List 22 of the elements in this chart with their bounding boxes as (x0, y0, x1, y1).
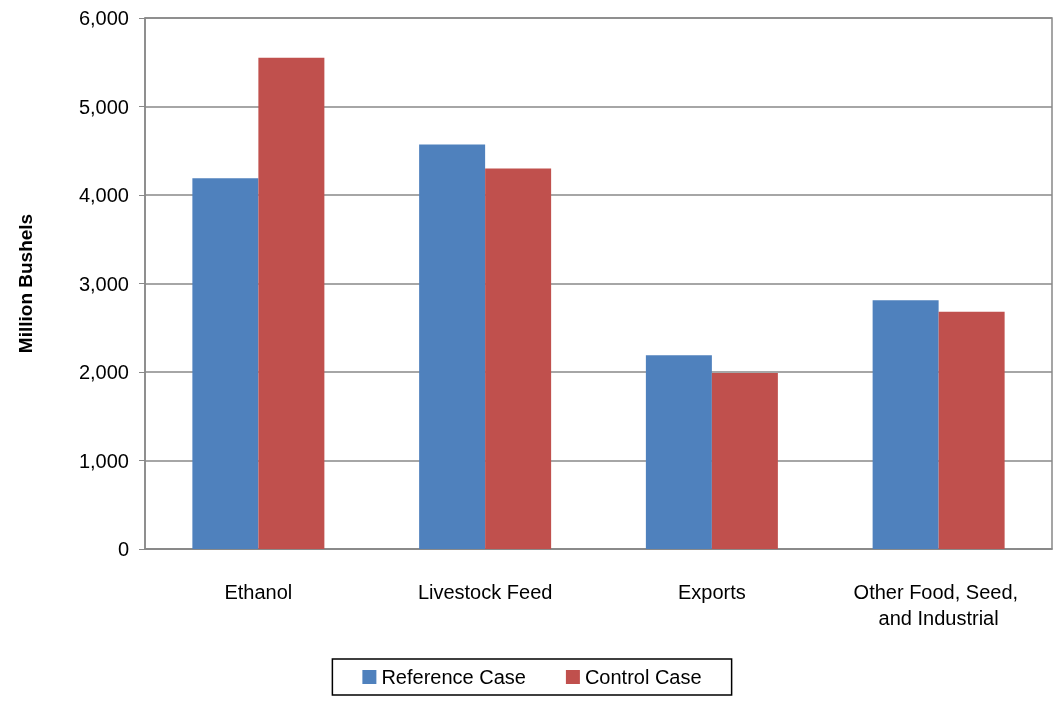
x-tick-label: Livestock Feed (417, 581, 553, 603)
x-tick-label: Other Food, Seed, and Industrial (853, 581, 1024, 629)
y-tick-label: 5,000 (78, 95, 129, 118)
y-tick-label: 4,000 (78, 184, 129, 206)
x-tick-label: Exports (677, 581, 746, 603)
y-tick-label: 2,000 (78, 361, 129, 383)
bar (711, 372, 778, 549)
y-tick-label: 0 (117, 538, 129, 560)
y-tick-label: 1,000 (78, 449, 129, 472)
legend-label: Reference Case (381, 666, 526, 688)
bar (192, 178, 259, 549)
bar (645, 355, 712, 549)
bar (419, 144, 486, 549)
y-tick-label: 6,000 (78, 7, 129, 29)
bar (485, 168, 552, 549)
bar (938, 311, 1005, 549)
legend-label: Control Case (584, 666, 702, 688)
x-tick-label: Ethanol (224, 581, 293, 603)
y-axis-title: Million Bushels (15, 213, 36, 354)
bar (258, 57, 325, 549)
y-tick-label: 3,000 (78, 272, 129, 295)
bar (872, 300, 939, 549)
